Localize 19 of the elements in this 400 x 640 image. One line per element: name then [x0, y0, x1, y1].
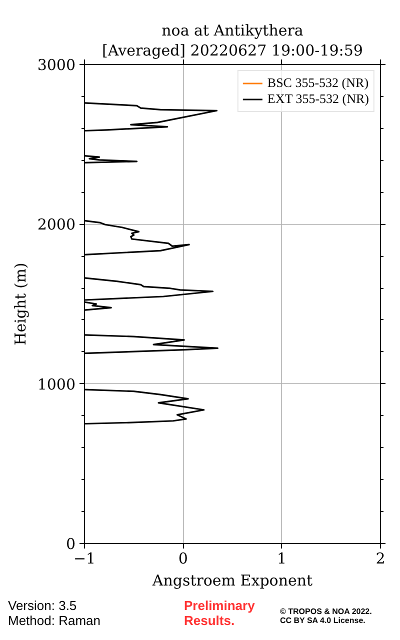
x-tick-label: −1 [73, 550, 96, 568]
y-tick-label: 3000 [37, 56, 76, 74]
x-axis-title: Angstroem Exponent [151, 572, 313, 590]
text: Method: Raman [8, 612, 100, 628]
y-tick-label: 2000 [37, 216, 76, 234]
y-axis-title: Height (m) [11, 262, 30, 346]
chart-title: noa at Antikythera [162, 22, 304, 40]
chart-subtitle: [Averaged] 20220627 19:00-19:59 [102, 42, 363, 60]
y-tick-label: 1000 [37, 375, 76, 394]
text: CC BY SA 4.0 License. [280, 616, 366, 626]
legend-label: EXT 355-532 (NR) [267, 91, 369, 107]
x-tick-label: 1 [277, 550, 287, 568]
x-tick-label: 2 [376, 550, 386, 568]
legend-label: BSC 355-532 (NR) [267, 75, 369, 91]
y-tick-label: 0 [66, 535, 76, 553]
text: © TROPOS & NOA 2022. [280, 607, 372, 616]
x-tick-label: 0 [178, 550, 188, 568]
text: Version: 3.5 [8, 598, 77, 613]
text: Preliminary Results. [184, 598, 256, 629]
